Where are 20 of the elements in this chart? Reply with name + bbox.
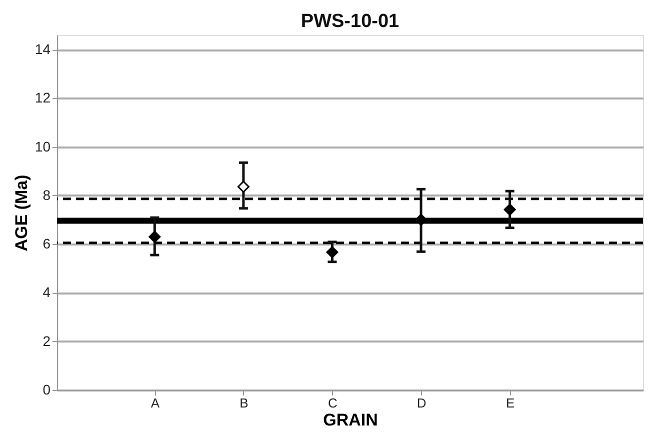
y-tick-label: 8 xyxy=(42,186,51,203)
point xyxy=(148,230,161,243)
point xyxy=(326,246,338,258)
x-tick-label: A xyxy=(150,396,160,410)
y-tick-label: 4 xyxy=(42,284,51,300)
y-tick-label: 2 xyxy=(42,332,51,349)
y-tick-label: 10 xyxy=(34,138,51,154)
point xyxy=(237,180,250,193)
y-tick-label: 12 xyxy=(34,90,51,106)
y-tick-label: 6 xyxy=(42,236,51,252)
chart-title: PWS-10-01 xyxy=(300,11,400,32)
x-tick-label: E xyxy=(506,396,515,410)
x-tick-label: D xyxy=(416,396,426,410)
x-tick-label: B xyxy=(240,396,248,410)
y-axis-title: AGE (Ma) xyxy=(12,174,31,252)
y-tick-label: 0 xyxy=(42,382,51,398)
y-tick-label: 14 xyxy=(34,41,51,58)
x-axis-title: GRAIN xyxy=(323,410,378,430)
point xyxy=(504,204,516,216)
x-tick-label: C xyxy=(328,396,338,410)
